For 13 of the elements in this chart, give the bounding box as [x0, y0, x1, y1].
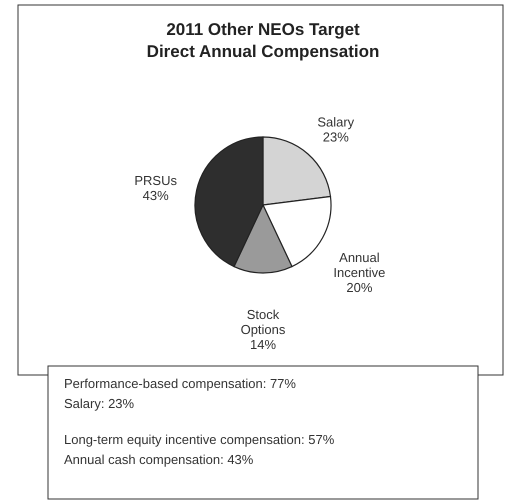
text: Annual cash compensation: 43% [64, 452, 254, 467]
slice-label: Stock Options [240, 307, 286, 337]
text: Long-term equity incentive compensation: 57% [64, 432, 335, 447]
data-label: 23% [322, 129, 350, 144]
slice-label: PRSUs [134, 173, 178, 188]
text: Performance-based compensation: 77% [64, 376, 296, 391]
data-label: 14% [250, 337, 276, 352]
text: Salary: 23% [64, 396, 135, 411]
chart-title: 2011 Other NEOs Target Direct Annual Compensation [146, 20, 380, 61]
slice-label: Salary [317, 114, 355, 130]
data-label: 20% [346, 280, 373, 295]
slice-label: Annual Incentive [333, 250, 386, 280]
data-label: 43% [142, 188, 170, 204]
